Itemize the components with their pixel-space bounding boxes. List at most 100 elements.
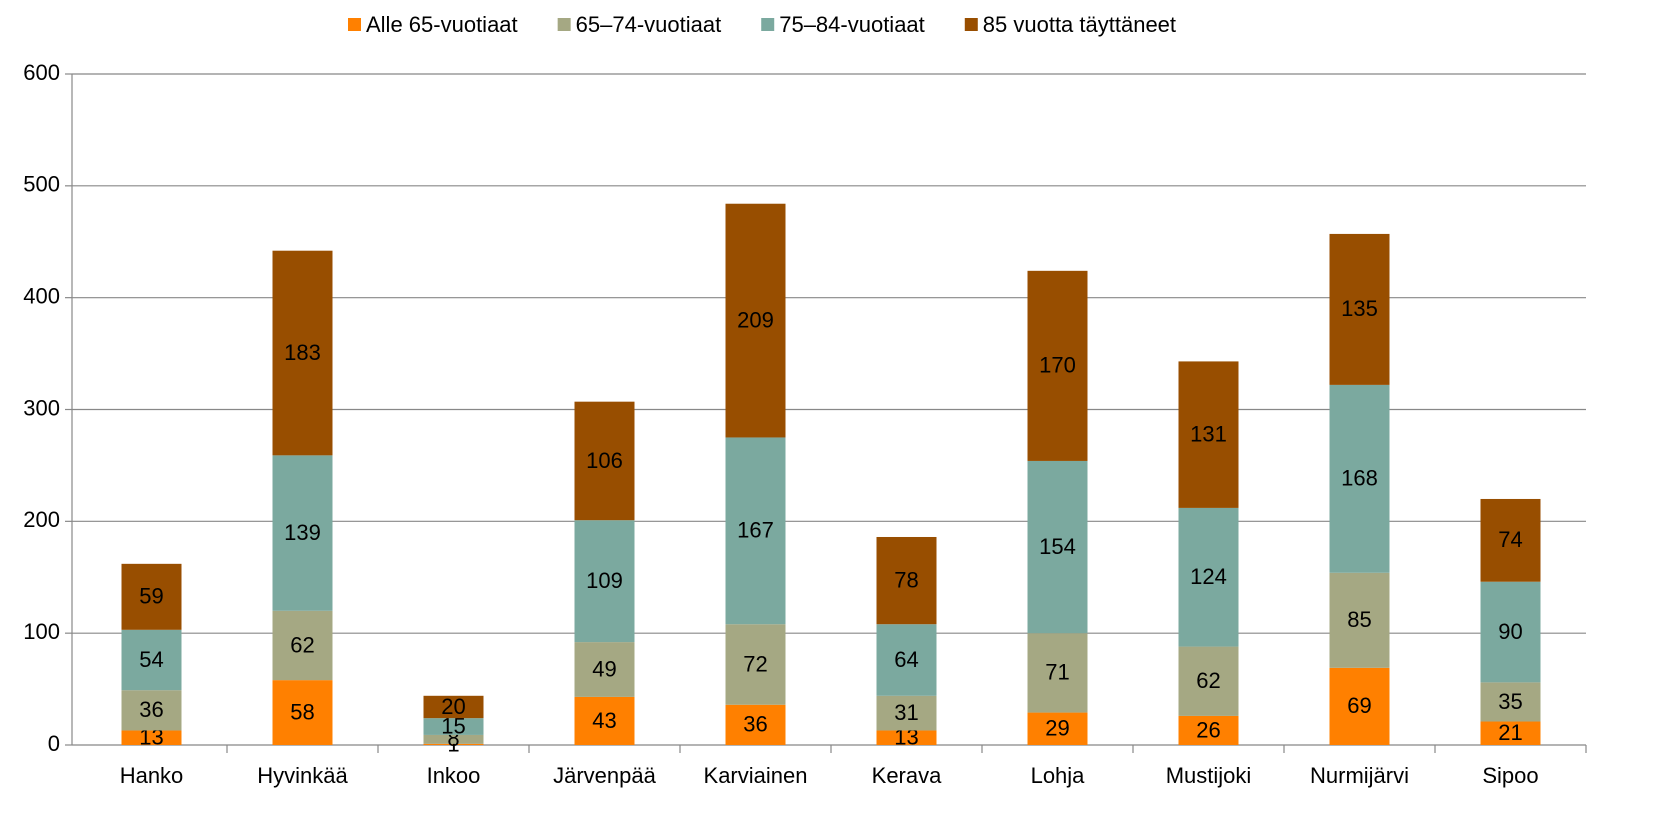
bar-segment	[725, 704, 786, 745]
legend-swatch	[761, 18, 775, 31]
bar-segment	[876, 730, 937, 745]
data-label: 31	[894, 700, 918, 725]
bar-segment	[1027, 460, 1088, 634]
data-label: 20	[441, 694, 465, 719]
bar-segment	[1329, 572, 1390, 668]
bar-segment	[272, 680, 333, 745]
y-tick-label: 300	[23, 395, 60, 420]
data-label: 209	[737, 307, 774, 332]
x-tick-label: Järvenpää	[553, 763, 657, 788]
legend-swatch	[557, 18, 571, 31]
data-label: 72	[743, 651, 767, 676]
data-label: 26	[1196, 717, 1220, 742]
bar-segment	[574, 520, 635, 643]
data-label: 135	[1341, 296, 1378, 321]
bar-segment	[1178, 646, 1239, 716]
bar-segment	[1178, 715, 1239, 745]
x-tick-label: Sipoo	[1482, 763, 1538, 788]
bar-segment	[121, 690, 182, 731]
data-label: 35	[1498, 689, 1522, 714]
bar-segment	[1027, 270, 1088, 461]
bar-segment	[1329, 384, 1390, 573]
bar-segment	[574, 401, 635, 521]
data-label: 85	[1347, 607, 1371, 632]
bar-segment	[272, 610, 333, 681]
data-label: 54	[139, 647, 163, 672]
bar-segment	[1178, 507, 1239, 647]
data-label: 49	[592, 656, 616, 681]
data-label: 69	[1347, 693, 1371, 718]
bar-segment	[423, 734, 484, 744]
x-tick-label: Karviainen	[704, 763, 808, 788]
data-label: 36	[743, 712, 767, 737]
data-label: 106	[586, 448, 623, 473]
y-tick-label: 100	[23, 619, 60, 644]
y-tick-label: 0	[48, 731, 60, 756]
data-label: 170	[1039, 353, 1076, 378]
bar-segment	[1480, 682, 1541, 722]
data-label: 139	[284, 520, 321, 545]
bar-segment	[1329, 667, 1390, 745]
data-label: 36	[139, 697, 163, 722]
bar-segment	[876, 695, 937, 731]
bar-segment	[1480, 498, 1541, 582]
legend-label: 85 vuotta täyttäneet	[983, 12, 1176, 37]
bar-segment	[1480, 721, 1541, 745]
bar-segment	[574, 696, 635, 745]
x-tick-label: Nurmijärvi	[1310, 763, 1409, 788]
bar-segment	[121, 629, 182, 691]
data-label: 168	[1341, 466, 1378, 491]
bar-segment	[1027, 712, 1088, 745]
bar-segment	[423, 743, 484, 745]
data-label: 131	[1190, 421, 1227, 446]
bar-segment	[423, 695, 484, 719]
y-tick-label: 500	[23, 172, 60, 197]
data-label: 124	[1190, 564, 1227, 589]
data-label: 29	[1045, 716, 1069, 741]
bar-segment	[121, 563, 182, 630]
y-tick-label: 600	[23, 60, 60, 85]
data-label: 71	[1045, 660, 1069, 685]
bar-segment	[121, 730, 182, 745]
data-label: 167	[737, 518, 774, 543]
data-label: 90	[1498, 619, 1522, 644]
data-label: 64	[894, 647, 918, 672]
bar-segment	[272, 455, 333, 611]
data-label: 59	[139, 584, 163, 609]
y-tick-label: 200	[23, 507, 60, 532]
data-label: 43	[592, 708, 616, 733]
data-label: 183	[284, 340, 321, 365]
data-label: 21	[1498, 720, 1522, 745]
bar-segment	[1178, 361, 1239, 508]
data-label: 154	[1039, 534, 1076, 559]
bar-segment	[1480, 581, 1541, 683]
bar-segment	[1329, 233, 1390, 385]
data-label: 78	[894, 567, 918, 592]
data-label: 58	[290, 699, 314, 724]
x-tick-label: Hyvinkää	[257, 763, 348, 788]
bar-segment	[876, 624, 937, 696]
data-label: 109	[586, 568, 623, 593]
bar-segment	[725, 624, 786, 705]
bar-segment	[725, 437, 786, 625]
bar-segment	[272, 250, 333, 456]
x-tick-label: Inkoo	[427, 763, 481, 788]
x-tick-label: Lohja	[1031, 763, 1086, 788]
x-tick-label: Kerava	[872, 763, 942, 788]
legend-label: 75–84-vuotiaat	[779, 12, 925, 37]
bar-segment	[423, 718, 484, 735]
data-label: 62	[1196, 668, 1220, 693]
data-label: 74	[1498, 527, 1522, 552]
legend-swatch	[348, 18, 361, 31]
legend-label: 65–74-vuotiaat	[576, 12, 722, 37]
data-label: 62	[290, 632, 314, 657]
y-tick-label: 400	[23, 283, 60, 308]
legend-swatch	[964, 18, 978, 31]
bar-segment	[876, 536, 937, 625]
bar-segment	[574, 642, 635, 697]
x-tick-label: Mustijoki	[1166, 763, 1252, 788]
bar-segment	[1027, 633, 1088, 713]
x-tick-label: Hanko	[120, 763, 184, 788]
legend-label: Alle 65-vuotiaat	[366, 12, 518, 37]
